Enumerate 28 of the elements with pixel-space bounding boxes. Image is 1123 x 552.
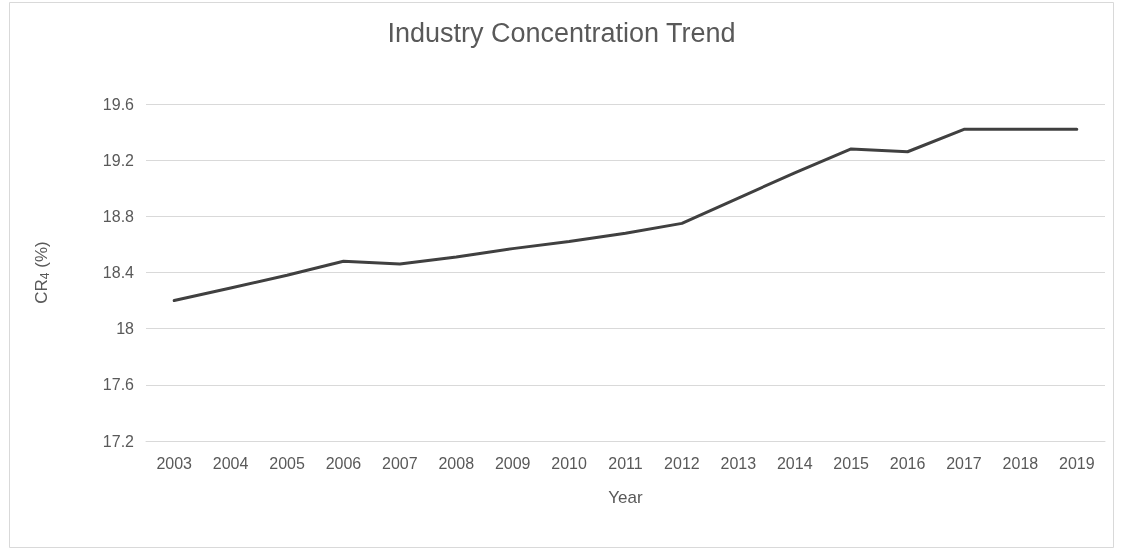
y-tick-label: 18 [116,320,135,338]
x-tick-label: 2004 [212,454,249,472]
y-tick-label: 19.2 [102,151,135,169]
chart-title: Industry Concentration Trend [387,17,736,48]
x-axis-title: Year [608,488,644,507]
line-series [172,127,1079,303]
x-tick-label: 2013 [720,454,757,472]
x-tick-label: 2015 [833,454,870,472]
y-tick-label: 17.2 [102,432,135,450]
y-tick-label: 19.6 [102,95,135,113]
x-tick-label: 2011 [608,454,643,472]
y-tick-label: 17.6 [102,376,135,394]
x-tick-label: 2017 [946,454,982,472]
y-axis-title: CR4 (%) [31,241,52,304]
x-tick-label: 2008 [438,454,475,472]
x-tick-label: 2006 [325,454,362,472]
y-tick-label: 18.8 [102,207,135,225]
x-tick-label: 2005 [269,454,305,472]
x-tick-label: 2009 [494,454,531,472]
y-tick-label: 18.4 [102,264,135,281]
x-tick-label: 2010 [551,454,587,472]
x-tick-label: 2016 [889,454,926,472]
x-tick-label: 2019 [1059,454,1095,472]
x-tick-label: 2012 [664,454,700,472]
x-tick-label: 2014 [776,454,813,472]
x-tick-label: 2018 [1002,454,1039,472]
x-tick-label: 2003 [156,454,193,472]
x-tick-label: 2007 [382,454,418,472]
